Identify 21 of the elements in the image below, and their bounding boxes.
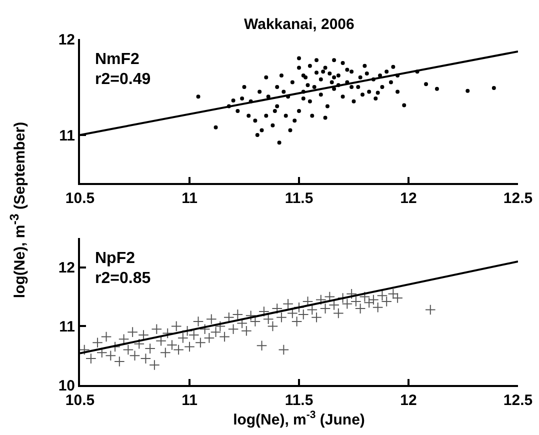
- x-tick-label: 12.5: [503, 392, 533, 409]
- x-tick-label: 11: [182, 190, 198, 207]
- x-tick-label: 10.5: [65, 190, 95, 207]
- annotation: r2=0.49: [95, 71, 151, 88]
- annotation: NmF2: [95, 51, 140, 68]
- x-tick-label: 11.5: [284, 190, 314, 207]
- x-tick-label: 11: [182, 392, 198, 409]
- x-tick-label: 10.5: [65, 392, 95, 409]
- annotation: NpF2: [95, 250, 136, 267]
- x-tick-label: 12: [400, 190, 417, 207]
- chart-title: Wakkanai, 2006: [244, 16, 354, 33]
- x-tick-label: 11.5: [284, 392, 314, 409]
- x-tick-label: 12: [400, 392, 417, 409]
- x-tick-label: 12.5: [503, 190, 533, 207]
- y-tick-label: 10: [58, 377, 75, 394]
- y-tick-label: 11: [59, 127, 75, 144]
- y-tick-label: 12: [58, 31, 75, 48]
- y-tick-label: 12: [58, 260, 75, 277]
- x-axis-title: log(Ne), m$^{-3}$ (June): [233, 409, 365, 428]
- y-tick-label: 11: [59, 318, 75, 336]
- annotation: r2=0.85: [95, 270, 151, 287]
